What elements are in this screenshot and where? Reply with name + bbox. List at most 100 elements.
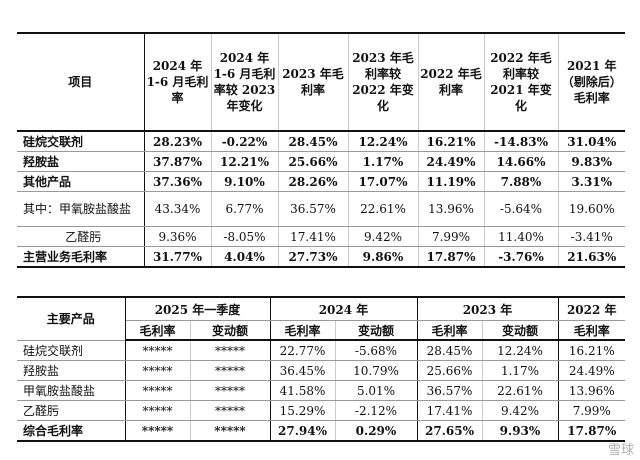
cell: 31.04% <box>558 131 625 152</box>
cell: 9.36% <box>144 226 212 247</box>
cell: -5.64% <box>484 191 559 227</box>
cell: 10.79% <box>335 360 418 381</box>
cell: 13.96% <box>558 380 625 401</box>
row-label: 其他产品 <box>17 171 145 192</box>
cell: 9.93% <box>482 420 559 442</box>
cell: 9.10% <box>211 171 279 192</box>
header-2024h1-margin: 2024 年 1-6 月毛利率 <box>144 33 212 132</box>
cell: 27.94% <box>270 420 336 442</box>
cell: ***** <box>190 340 271 361</box>
cell: 22.61% <box>482 380 559 401</box>
cell: 21.63% <box>558 246 625 268</box>
sub-header-change: 变动额 <box>190 320 271 341</box>
cell: 9.42% <box>482 400 559 421</box>
row-label: 其中：甲氧胺盐酸盐 <box>17 191 145 227</box>
header-2021-margin: 2021 年（剔除后）毛利率 <box>558 33 625 132</box>
table-row: 羟胺盐 37.87% 12.21% 25.66% 1.17% 24.49% 14… <box>17 151 625 172</box>
cell: 17.87% <box>558 420 625 442</box>
cell: 7.99% <box>558 400 625 421</box>
cell: -5.68% <box>335 340 418 361</box>
cell: ***** <box>125 360 191 381</box>
sub-header-margin: 毛利率 <box>417 320 483 341</box>
sub-header-change: 变动额 <box>482 320 559 341</box>
sub-header-margin: 毛利率 <box>125 320 191 341</box>
row-label: 硅烷交联剂 <box>17 340 126 361</box>
cell: ***** <box>125 400 191 421</box>
watermark: 雪球 <box>607 443 634 458</box>
cell: 24.49% <box>558 360 625 381</box>
table-row: 其中：甲氧胺盐酸盐 43.34% 6.77% 36.57% 22.61% 13.… <box>17 191 625 227</box>
table1-header-row: 项目 2024 年 1-6 月毛利率 2024 年 1-6 月毛利率较 2023… <box>17 33 625 132</box>
table-row: 羟胺盐 ***** ***** 36.45% 10.79% 25.66% 1.1… <box>17 360 625 381</box>
table-row: 其他产品 37.36% 9.10% 28.26% 17.07% 11.19% 7… <box>17 171 625 192</box>
row-label: 羟胺盐 <box>17 151 145 172</box>
cell: 1.17% <box>482 360 559 381</box>
cell: -2.12% <box>335 400 418 421</box>
cell: 11.40% <box>484 226 559 247</box>
header-2022-change: 2022 年毛利率较 2021 年变化 <box>484 33 559 132</box>
table-row: 主营业务毛利率 31.77% 4.04% 27.73% 9.86% 17.87%… <box>17 246 625 268</box>
cell: ***** <box>125 380 191 401</box>
row-label: 乙醛肟 <box>17 400 126 421</box>
cell: 17.87% <box>418 246 485 268</box>
header-2024: 2024 年 <box>270 297 418 321</box>
cell: 16.21% <box>418 131 485 152</box>
cell: 25.66% <box>417 360 483 381</box>
cell: 17.07% <box>348 171 419 192</box>
header-item: 项目 <box>17 33 145 132</box>
cell: 9.86% <box>348 246 419 268</box>
cell: 0.29% <box>335 420 418 442</box>
cell: 37.87% <box>144 151 212 172</box>
cell: 22.61% <box>348 191 419 227</box>
header-2023: 2023 年 <box>417 297 559 321</box>
cell: -3.41% <box>558 226 625 247</box>
cell: 25.66% <box>278 151 349 172</box>
cell: -8.05% <box>211 226 279 247</box>
gross-margin-table-1: 项目 2024 年 1-6 月毛利率 2024 年 1-6 月毛利率较 2023… <box>17 32 625 268</box>
cell: 14.66% <box>484 151 559 172</box>
cell: -3.76% <box>484 246 559 268</box>
cell: 13.96% <box>418 191 485 227</box>
header-main-product: 主要产品 <box>17 297 126 341</box>
cell: ***** <box>190 380 271 401</box>
sub-header-margin: 毛利率 <box>270 320 336 341</box>
cell: 28.45% <box>278 131 349 152</box>
cell: 11.19% <box>418 171 485 192</box>
cell: 4.04% <box>211 246 279 268</box>
row-label: 硅烷交联剂 <box>17 131 145 152</box>
cell: 28.45% <box>417 340 483 361</box>
row-label: 综合毛利率 <box>17 420 126 442</box>
cell: 19.60% <box>558 191 625 227</box>
cell: 12.24% <box>348 131 419 152</box>
cell: 27.73% <box>278 246 349 268</box>
table-row: 甲氧胺盐酸盐 ***** ***** 41.58% 5.01% 36.57% 2… <box>17 380 625 401</box>
cell: 7.99% <box>418 226 485 247</box>
header-2024h1-change: 2024 年 1-6 月毛利率较 2023 年变化 <box>211 33 279 132</box>
cell: 17.41% <box>417 400 483 421</box>
row-label: 主营业务毛利率 <box>17 246 145 268</box>
row-label: 甲氧胺盐酸盐 <box>17 380 126 401</box>
table-row: 硅烷交联剂 28.23% -0.22% 28.45% 12.24% 16.21%… <box>17 131 625 152</box>
table-row: 综合毛利率 ***** ***** 27.94% 0.29% 27.65% 9.… <box>17 420 625 442</box>
cell: ***** <box>190 400 271 421</box>
cell: 5.01% <box>335 380 418 401</box>
cell: 12.21% <box>211 151 279 172</box>
sub-header-change: 变动额 <box>335 320 418 341</box>
cell: 3.31% <box>558 171 625 192</box>
cell: 24.49% <box>418 151 485 172</box>
cell: 15.29% <box>270 400 336 421</box>
table-row: 硅烷交联剂 ***** ***** 22.77% -5.68% 28.45% 1… <box>17 340 625 361</box>
cell: 9.42% <box>348 226 419 247</box>
cell: 28.23% <box>144 131 212 152</box>
cell: 37.36% <box>144 171 212 192</box>
table2-group-header-row: 主要产品 2025 年一季度 2024 年 2023 年 2022 年 <box>17 297 625 341</box>
cell: 36.57% <box>417 380 483 401</box>
header-2023-margin: 2023 年毛利率 <box>278 33 349 132</box>
cell: 9.83% <box>558 151 625 172</box>
cell: -14.83% <box>484 131 559 152</box>
cell: 43.34% <box>144 191 212 227</box>
cell: 36.45% <box>270 360 336 381</box>
row-label: 乙醛肟 <box>17 226 145 247</box>
gross-margin-table-2: 主要产品 2025 年一季度 2024 年 2023 年 2022 年 毛利率 … <box>17 296 625 442</box>
cell: 16.21% <box>558 340 625 361</box>
